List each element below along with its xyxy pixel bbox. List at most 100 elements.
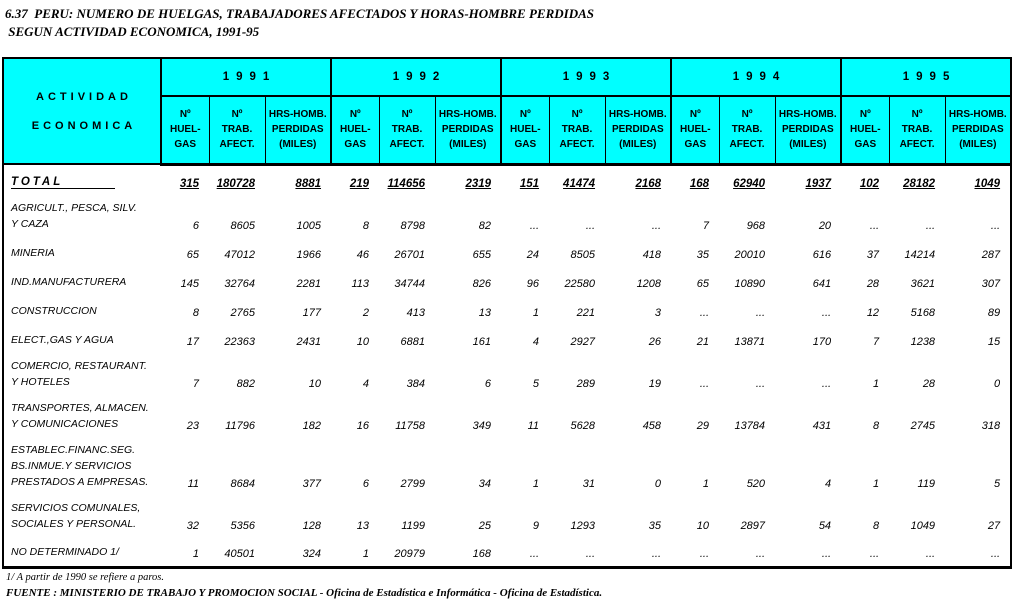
cell-value: 168: [472, 547, 492, 560]
cell-value: 384: [406, 378, 426, 390]
row-label: NO DETERMINADO 1/: [3, 538, 161, 567]
year-header-1995: 1995: [840, 57, 1012, 97]
cell-value: ...: [651, 220, 662, 232]
cell-value: ...: [925, 547, 936, 560]
subcol-header-trab-afect: Nº TRAB. AFECT.: [548, 95, 606, 166]
cell-value: 26701: [394, 249, 426, 261]
cell-value: 11: [187, 478, 199, 490]
cell-value: 3621: [910, 278, 936, 290]
cell-value: ...: [651, 547, 662, 560]
cell-value: ...: [869, 220, 880, 232]
cell-value: 307: [981, 278, 1001, 290]
cell-value: 32: [186, 520, 199, 532]
row-label-text: MINERIA: [11, 247, 55, 259]
cell-value: 968: [746, 220, 766, 232]
cell-value: 8605: [230, 220, 255, 232]
cell-value: 9: [532, 520, 540, 532]
cell-value: 418: [642, 249, 662, 261]
cell-value: 89: [987, 307, 1001, 319]
cell-value: 82: [478, 220, 492, 232]
cell-value: 46: [356, 249, 370, 261]
table-body: TOTAL 315 180728 8881 219 114656 2319 151 41474 2…: [3, 164, 1011, 567]
title-line-1: 6.37 PERU: NUMERO DE HUELGAS, TRABAJADOR…: [5, 6, 594, 21]
cell-value: 25: [478, 520, 492, 532]
cell-value: 22363: [224, 336, 255, 348]
cell-value: 168: [689, 178, 710, 190]
cell-value: 41474: [563, 178, 596, 190]
cell-value: ...: [529, 220, 540, 232]
header-label-actividad: ACTIVIDAD: [36, 90, 132, 103]
cell-value: 12: [866, 307, 880, 319]
cell-value: 35: [696, 249, 710, 261]
cell-value: ...: [529, 547, 540, 560]
subcol-header-trab-afect: Nº TRAB. AFECT.: [718, 95, 776, 166]
cell-value: 4: [824, 478, 832, 490]
cell-value: 54: [818, 520, 832, 532]
row-label-text: TOTAL: [11, 176, 116, 189]
cell-value: 287: [981, 249, 1001, 261]
row-label: COMERCIO, RESTAURANT. Y HOTELES: [3, 354, 161, 396]
cell-value: ...: [990, 547, 1001, 560]
cell-value: 1: [192, 547, 199, 560]
subcol-header-hrs-homb: HRS-HOMB. PERDIDAS (MILES): [944, 95, 1012, 166]
cell-value: 182: [302, 420, 322, 432]
cell-value: 1: [532, 478, 540, 490]
cell-value: 14214: [904, 249, 936, 261]
cell-value: 32764: [224, 278, 255, 290]
cell-value: 1: [362, 547, 370, 560]
subcol-header-trab-afect: Nº TRAB. AFECT.: [888, 95, 946, 166]
cell-value: 10: [308, 378, 322, 390]
table-row: IND.MANUFACTURERA 145 32764 2281 113 34744 826…: [3, 267, 1011, 296]
cell-value: 62940: [733, 178, 766, 190]
table-row: MINERIA 65 47012 1966 46 26701 655 24 8505 418 35 2…: [3, 238, 1011, 267]
header-label-economica: ECONOMICA: [31, 119, 137, 132]
cell-value: 17: [186, 336, 199, 348]
cell-value: 34: [478, 478, 492, 490]
cell-value: 1: [532, 307, 540, 319]
cell-value: 20010: [734, 249, 766, 261]
cell-value: ...: [755, 378, 766, 390]
table-row: TRANSPORTES, ALMACEN. Y COMUNICACIONES 23…: [3, 396, 1011, 438]
cell-value: 15: [987, 336, 1001, 348]
column-header-actividad-economica: ACTIVIDAD ECONOMICA: [2, 57, 162, 165]
cell-value: 40501: [224, 547, 255, 560]
row-label-text: NO DETERMINADO 1/: [11, 545, 119, 558]
cell-value: 47012: [224, 249, 255, 261]
table-row: SERVICIOS COMUNALES, SOCIALES Y PERSONAL…: [3, 496, 1011, 538]
cell-value: 128: [302, 520, 322, 532]
cell-value: 5: [532, 378, 540, 390]
row-label: TRANSPORTES, ALMACEN. Y COMUNICACIONES: [3, 396, 161, 438]
subcol-header-huelgas: Nº HUEL- GAS: [670, 95, 720, 166]
cell-value: 5628: [570, 420, 596, 432]
cell-value: 458: [642, 420, 662, 432]
cell-value: 1005: [296, 220, 322, 232]
cell-value: 10: [356, 336, 370, 348]
subcol-header-huelgas: Nº HUEL- GAS: [160, 95, 210, 166]
year-header-1994: 1994: [670, 57, 842, 97]
cell-value: 1199: [401, 520, 426, 532]
row-label: ELECT.,GAS Y AGUA: [3, 325, 161, 354]
cell-value: 324: [302, 547, 322, 560]
subcol-header-trab-afect: Nº TRAB. AFECT.: [378, 95, 436, 166]
title-line-2: SEGUN ACTIVIDAD ECONOMICA, 1991-95: [5, 24, 260, 39]
cell-value: 1937: [805, 178, 832, 190]
cell-value: 2927: [570, 336, 596, 348]
cell-value: 13784: [734, 420, 766, 432]
cell-value: 26: [648, 336, 662, 348]
year-header-1991: 1991: [159, 57, 332, 97]
cell-value: 2897: [740, 520, 766, 532]
table-row: ESTABLEC.FINANC.SEG. BS.INMUE.Y SERVICIO…: [3, 438, 1011, 496]
footnote-text: 1/ A partir de 1990 se refiere a paros.: [6, 572, 164, 583]
row-label-text: CONSTRUCCION: [11, 305, 97, 317]
row-label-text: SERVICIOS COMUNALES, SOCIALES Y PERSONAL…: [11, 502, 141, 530]
cell-value: 377: [302, 478, 322, 490]
cell-value: 1208: [636, 278, 662, 290]
year-header-row: ACTIVIDAD ECONOMICA 1991 1992 1993 1994 …: [2, 57, 1012, 165]
cell-value: 31: [582, 478, 596, 490]
subcol-header-huelgas: Nº HUEL- GAS: [500, 95, 550, 166]
subcol-header-hrs-homb: HRS-HOMB. PERDIDAS (MILES): [774, 95, 842, 166]
subcol-header-hrs-homb: HRS-HOMB. PERDIDAS (MILES): [434, 95, 502, 166]
cell-value: 7: [702, 220, 710, 232]
row-label: ESTABLEC.FINANC.SEG. BS.INMUE.Y SERVICIO…: [3, 438, 161, 496]
